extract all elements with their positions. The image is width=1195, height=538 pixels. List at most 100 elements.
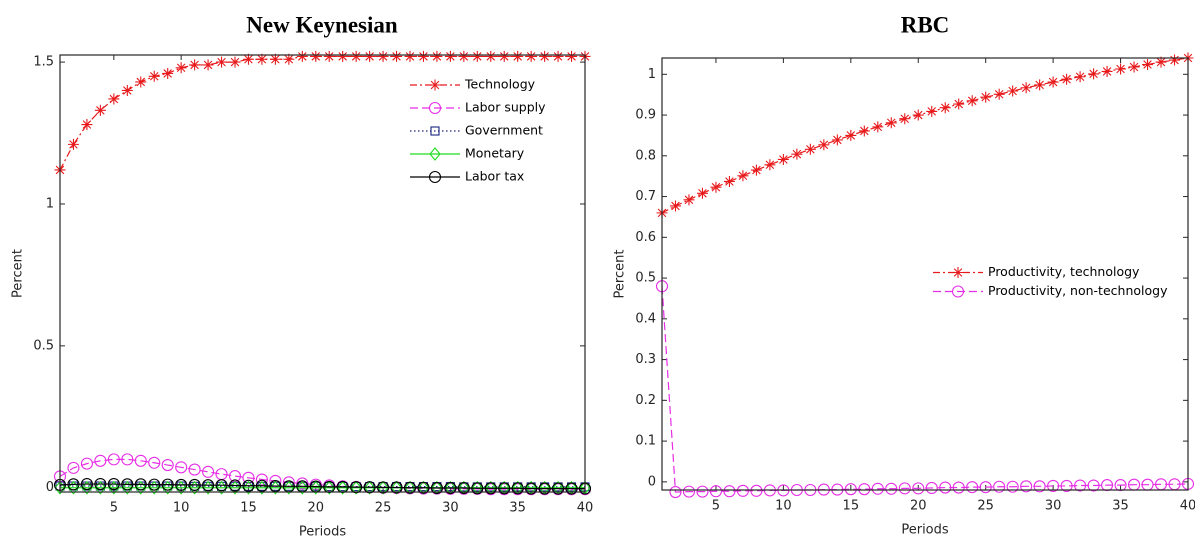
data-point — [148, 480, 160, 495]
chart-title: RBC — [901, 12, 950, 37]
x-tick-label: 25 — [375, 501, 392, 516]
plot-area — [662, 58, 1188, 490]
data-point — [566, 50, 578, 62]
data-point — [696, 485, 709, 498]
y-tick-label: 1.5 — [33, 55, 54, 70]
data-point — [471, 482, 484, 495]
y-tick-label: 0.6 — [635, 230, 656, 245]
data-point — [161, 458, 174, 472]
data-point — [966, 481, 979, 494]
data-point — [1101, 65, 1113, 77]
data-point — [54, 480, 66, 495]
data-point — [417, 50, 429, 62]
data-point — [966, 95, 978, 107]
data-point — [1155, 56, 1167, 68]
legend-marker — [951, 285, 965, 298]
y-tick-label: 0.2 — [635, 393, 656, 408]
data-point — [255, 479, 268, 492]
data-point — [67, 461, 80, 474]
data-point — [216, 56, 228, 68]
data-point — [471, 50, 483, 62]
x-tick-label: 15 — [240, 501, 257, 516]
legend-label: Labor supply — [465, 100, 546, 115]
data-point — [336, 480, 349, 495]
data-point — [925, 481, 938, 495]
data-point — [683, 194, 695, 206]
data-point — [161, 478, 174, 491]
y-tick-label: 0.7 — [635, 189, 656, 204]
data-point — [1007, 85, 1019, 97]
data-point — [858, 125, 870, 137]
data-point — [403, 481, 417, 494]
data-point — [255, 473, 268, 486]
data-point — [709, 485, 722, 498]
legend-label: Labor tax — [465, 169, 524, 184]
data-point — [444, 50, 456, 62]
data-point — [228, 479, 242, 492]
y-axis-label: Percent — [11, 249, 26, 298]
data-point — [1115, 63, 1127, 75]
legend-marker — [428, 101, 442, 115]
data-point — [1047, 479, 1060, 492]
data-point — [296, 50, 308, 62]
data-point — [1047, 76, 1059, 88]
legend-label: Technology — [464, 77, 536, 92]
data-point — [791, 148, 803, 160]
data-point — [161, 480, 174, 495]
data-point — [175, 480, 187, 495]
data-point — [107, 478, 120, 491]
data-point — [310, 50, 322, 62]
data-point — [498, 50, 510, 62]
data-point — [669, 200, 681, 212]
series-line — [59, 483, 585, 490]
series-line — [59, 55, 585, 171]
data-point — [885, 482, 898, 495]
legend-label: Monetary — [465, 146, 525, 161]
data-point — [1061, 73, 1073, 85]
y-tick-label: 0.1 — [635, 434, 656, 449]
data-point — [81, 119, 93, 131]
data-point — [310, 480, 322, 495]
data-point — [135, 76, 147, 88]
legend-marker — [952, 267, 964, 278]
data-point — [323, 480, 335, 495]
data-point — [750, 484, 763, 497]
data-point — [108, 480, 120, 495]
data-point — [350, 481, 363, 494]
data-point — [1114, 479, 1127, 492]
data-point — [242, 471, 255, 484]
data-point — [737, 170, 749, 182]
y-tick-label: 0 — [648, 474, 656, 489]
data-point — [188, 478, 201, 491]
data-point — [539, 50, 551, 62]
legend-marker — [429, 79, 441, 91]
data-point — [979, 481, 992, 494]
data-point — [565, 482, 578, 495]
x-tick-label: 5 — [110, 501, 118, 516]
data-point — [525, 482, 538, 495]
data-point — [498, 482, 511, 495]
data-point — [202, 59, 214, 71]
data-point — [108, 93, 120, 105]
data-point — [94, 480, 107, 495]
x-tick-label: 35 — [509, 501, 526, 516]
data-point — [430, 481, 443, 495]
data-point — [764, 159, 776, 171]
y-tick-label: 0 — [46, 480, 54, 495]
x-tick-label: 35 — [1112, 499, 1129, 514]
data-point — [952, 481, 965, 494]
data-point — [390, 481, 403, 494]
data-point — [844, 483, 857, 496]
data-point — [1074, 71, 1086, 83]
data-point — [696, 187, 708, 199]
data-point — [912, 109, 924, 121]
data-point — [202, 479, 215, 492]
data-point — [323, 50, 335, 62]
series-line — [661, 286, 1189, 493]
data-point — [710, 181, 722, 193]
data-point — [175, 62, 187, 74]
data-point — [283, 53, 295, 65]
data-point — [777, 153, 789, 165]
